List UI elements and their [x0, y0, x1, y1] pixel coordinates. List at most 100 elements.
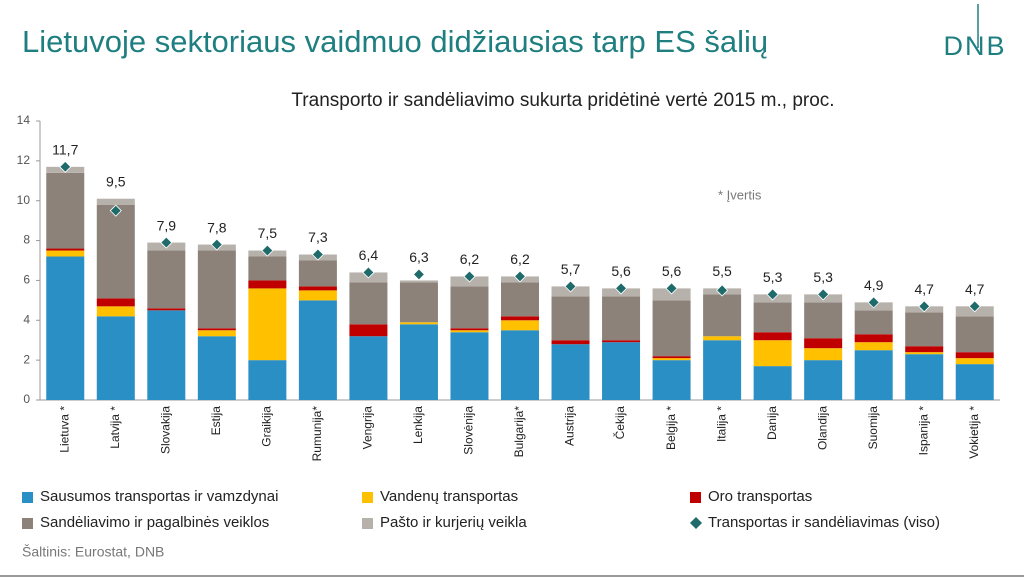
bar-segment — [197, 328, 236, 331]
bar-segment — [298, 286, 337, 291]
chart-title: Transporto ir sandėliavimo sukurta pridė… — [291, 90, 834, 111]
bar-segment — [46, 172, 85, 249]
bar-segment — [501, 316, 539, 321]
total-marker — [564, 280, 577, 293]
total-marker — [210, 238, 223, 251]
y-tick-label: 14 — [17, 113, 31, 127]
bar-segment — [804, 360, 843, 400]
x-tick-label: Estija — [209, 406, 223, 436]
x-tick-label: Rumunija* — [310, 406, 324, 462]
total-marker — [412, 268, 426, 281]
x-tick-label: Lietuva * — [57, 406, 71, 453]
total-label: 5,3 — [813, 269, 833, 285]
total-label: 5,3 — [763, 269, 783, 285]
total-marker — [867, 296, 880, 309]
total-marker — [766, 288, 779, 301]
legend-swatch — [22, 518, 33, 529]
bar-segment — [854, 310, 893, 335]
bar-segment — [399, 282, 438, 323]
bar-segment — [96, 306, 135, 317]
bar-segment — [147, 308, 186, 311]
bar-segment — [46, 248, 85, 251]
bar-segment — [804, 338, 843, 349]
y-tick-label: 2 — [23, 352, 30, 366]
annotation: * Įvertis — [718, 187, 762, 202]
bar-segment — [652, 356, 691, 359]
bar-segment — [955, 352, 994, 359]
legend-label: Oro transportas — [708, 488, 812, 505]
bar-segment — [298, 260, 337, 287]
y-tick-label: 12 — [17, 153, 31, 167]
legend-swatch — [362, 492, 373, 503]
legend-swatch — [690, 517, 702, 529]
legend-swatch — [362, 518, 373, 529]
legend-swatch — [690, 492, 701, 503]
bar-segment — [804, 302, 843, 339]
bar-segment — [955, 316, 994, 353]
legend-label: Pašto ir kurjerių veikla — [380, 514, 527, 531]
x-tick-label: Latvija * — [108, 406, 122, 449]
total-label: 7,8 — [207, 219, 227, 235]
bar-segment — [501, 330, 539, 400]
bar-segment — [703, 340, 742, 400]
x-tick-label: Čekija — [612, 406, 627, 440]
headline: Lietuvoje sektoriaus vaidmuo didžiausias… — [22, 24, 768, 59]
total-label: 5,6 — [662, 263, 682, 279]
bar-segment — [349, 324, 388, 337]
total-label: 6,4 — [359, 247, 379, 263]
y-tick-label: 4 — [23, 312, 30, 326]
bar-segment — [46, 250, 85, 257]
bar-segment — [905, 312, 944, 347]
bar-segment — [602, 342, 641, 400]
bar-segment — [248, 288, 287, 361]
total-label: 11,7 — [52, 142, 78, 158]
bar-segment — [147, 310, 186, 400]
total-marker — [817, 288, 830, 301]
bar-segment — [450, 286, 489, 329]
bar-segment — [96, 198, 135, 205]
total-marker — [968, 300, 981, 313]
bar-segment — [96, 316, 135, 400]
total-marker — [665, 282, 678, 295]
total-marker — [918, 300, 931, 313]
bar-segment — [96, 204, 135, 299]
bar-segment — [703, 294, 742, 337]
total-marker — [109, 204, 122, 217]
total-label: 4,7 — [914, 281, 934, 297]
legend-swatch — [22, 492, 33, 503]
total-label: 5,6 — [611, 263, 631, 279]
x-tick-label: Lenkija — [411, 406, 425, 444]
bar-segment — [248, 360, 287, 400]
total-label: 7,5 — [258, 225, 278, 241]
bar-segment — [905, 354, 944, 400]
bar-segment — [854, 350, 893, 400]
bar-segment — [450, 332, 489, 400]
legend-label: Sandėliavimo ir pagalbinės veiklos — [40, 514, 269, 531]
total-label: 4,7 — [965, 281, 985, 297]
bar-segment — [955, 364, 994, 400]
bar-segment — [703, 336, 742, 341]
bar-segment — [298, 290, 337, 301]
bar-segment — [96, 298, 135, 307]
total-marker — [463, 270, 476, 283]
bar-segment — [147, 250, 186, 309]
x-tick-label: Slovakija — [158, 406, 172, 454]
x-tick-label: Olandija — [815, 406, 829, 450]
bar-segment — [955, 358, 994, 365]
logo: DNB — [943, 31, 1006, 61]
total-label: 7,9 — [157, 217, 177, 233]
bar-segment — [652, 360, 691, 400]
total-marker — [311, 248, 324, 261]
bar-segment — [753, 302, 792, 333]
x-tick-label: Danija — [765, 406, 779, 440]
bar-segment — [652, 358, 691, 361]
bar-segment — [652, 300, 691, 357]
total-label: 5,7 — [561, 261, 581, 277]
legend-label: Sausumos transportas ir vamzdynai — [40, 488, 278, 505]
x-tick-label: Belgija * — [664, 406, 678, 450]
x-tick-label: Vengrija — [361, 406, 375, 450]
bar-segment — [501, 282, 539, 317]
total-marker — [362, 266, 375, 279]
bar-segment — [450, 328, 489, 331]
